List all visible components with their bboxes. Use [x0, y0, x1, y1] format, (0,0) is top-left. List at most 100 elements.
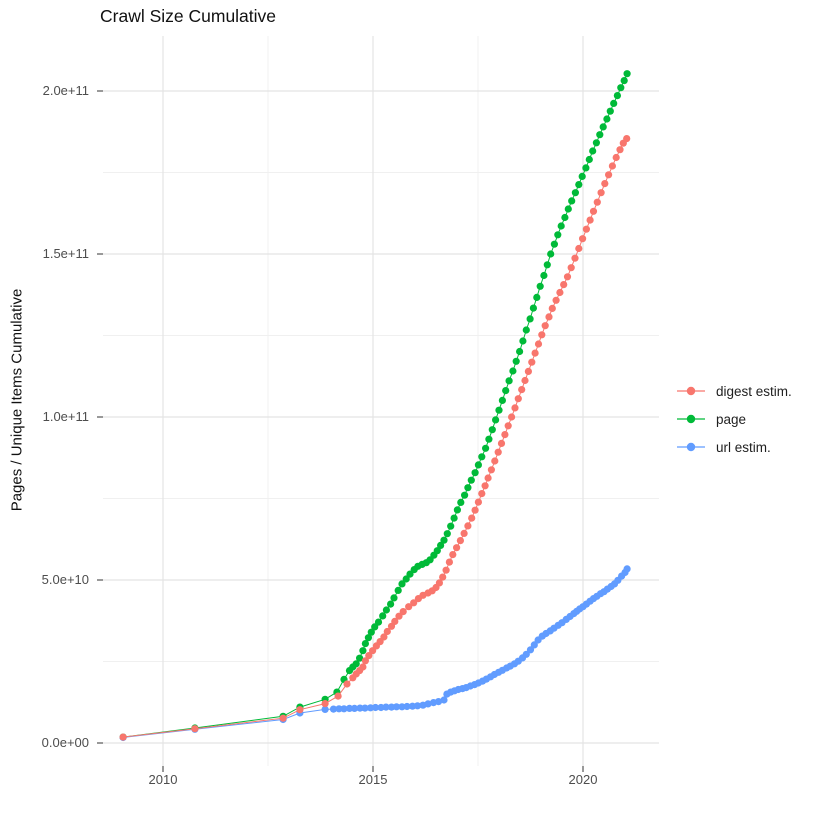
- data-point: [488, 426, 496, 434]
- series-line-page: [123, 73, 628, 738]
- data-point: [450, 514, 458, 522]
- data-point: [343, 680, 351, 688]
- data-point: [567, 264, 575, 272]
- data-point: [613, 92, 622, 100]
- data-point: [369, 647, 377, 655]
- data-point: [505, 377, 513, 385]
- data-point: [492, 416, 500, 424]
- y-tick-label: 0.0e+00: [41, 735, 89, 750]
- data-point: [321, 705, 329, 714]
- data-point: [460, 529, 468, 538]
- data-point: [620, 77, 628, 85]
- data-point: [335, 705, 343, 713]
- data-point: [345, 704, 354, 713]
- data-point: [514, 395, 522, 403]
- data-point: [471, 506, 479, 514]
- data-point: [468, 514, 476, 522]
- data-point: [589, 147, 597, 155]
- data-point: [365, 652, 373, 660]
- data-point: [623, 565, 631, 573]
- data-point: [571, 189, 580, 197]
- data-point: [561, 213, 569, 222]
- y-tick-label: 1.5e+11: [42, 246, 89, 261]
- data-point: [434, 698, 443, 706]
- data-point: [392, 703, 401, 711]
- series-points-digest-estim: [119, 135, 631, 741]
- data-point: [606, 107, 614, 115]
- data-point: [593, 198, 601, 206]
- data-point: [442, 566, 450, 574]
- data-point: [361, 704, 369, 712]
- data-point: [340, 705, 348, 713]
- data-point: [374, 618, 383, 626]
- data-point: [474, 461, 482, 469]
- data-point: [533, 293, 541, 301]
- data-point: [603, 115, 611, 123]
- data-point: [403, 702, 411, 711]
- series-points-page: [119, 70, 631, 741]
- data-point: [575, 244, 583, 253]
- legend-item-url-estim: url estim.: [676, 433, 792, 461]
- data-point: [589, 207, 598, 215]
- data-point: [279, 714, 287, 722]
- data-point: [487, 466, 495, 474]
- data-point: [612, 153, 620, 162]
- data-point: [552, 296, 560, 304]
- data-point: [504, 422, 512, 430]
- data-point: [433, 547, 441, 555]
- data-point: [383, 627, 391, 636]
- data-point: [405, 603, 413, 611]
- data-point: [543, 261, 551, 269]
- data-point: [398, 580, 406, 588]
- data-point: [540, 271, 548, 280]
- data-point: [585, 155, 593, 164]
- data-point: [529, 304, 538, 312]
- data-point: [516, 347, 524, 356]
- data-point: [359, 663, 367, 671]
- data-point: [522, 326, 530, 334]
- data-point: [394, 586, 402, 595]
- data-point: [191, 725, 199, 733]
- data-point: [623, 70, 631, 78]
- data-point: [395, 612, 403, 620]
- legend-label: digest estim.: [716, 383, 792, 399]
- data-point: [364, 634, 372, 642]
- data-point: [435, 579, 443, 587]
- data-point: [352, 660, 360, 668]
- data-point: [528, 358, 536, 366]
- data-point: [623, 135, 631, 143]
- data-point: [413, 702, 422, 710]
- data-point: [556, 288, 564, 297]
- data-point: [356, 704, 364, 712]
- data-point: [605, 171, 613, 179]
- y-tick-label: 2.0e+11: [42, 83, 89, 98]
- data-point: [497, 439, 506, 447]
- data-point: [568, 197, 576, 205]
- legend-key-icon: [677, 442, 705, 452]
- data-point: [361, 657, 369, 665]
- data-point: [296, 706, 304, 714]
- data-point: [449, 551, 457, 559]
- data-point: [474, 498, 482, 506]
- data-point: [519, 337, 527, 345]
- data-point: [478, 490, 486, 498]
- data-point: [461, 491, 469, 499]
- data-point: [536, 282, 544, 290]
- data-point: [361, 640, 369, 648]
- data-point: [526, 315, 534, 323]
- data-point: [586, 216, 594, 224]
- data-point: [491, 457, 499, 465]
- y-tick-label: 1.0e+11: [42, 409, 89, 424]
- data-point: [509, 367, 517, 375]
- data-point: [367, 628, 375, 636]
- data-point: [447, 522, 455, 530]
- data-point: [410, 599, 418, 607]
- data-point: [402, 575, 410, 583]
- legend: digest estim. page url estim.: [676, 377, 792, 461]
- data-point: [616, 146, 624, 154]
- x-tick-label: 2010: [148, 772, 178, 787]
- data-point: [439, 573, 447, 581]
- data-point: [329, 705, 338, 713]
- data-point: [563, 273, 572, 281]
